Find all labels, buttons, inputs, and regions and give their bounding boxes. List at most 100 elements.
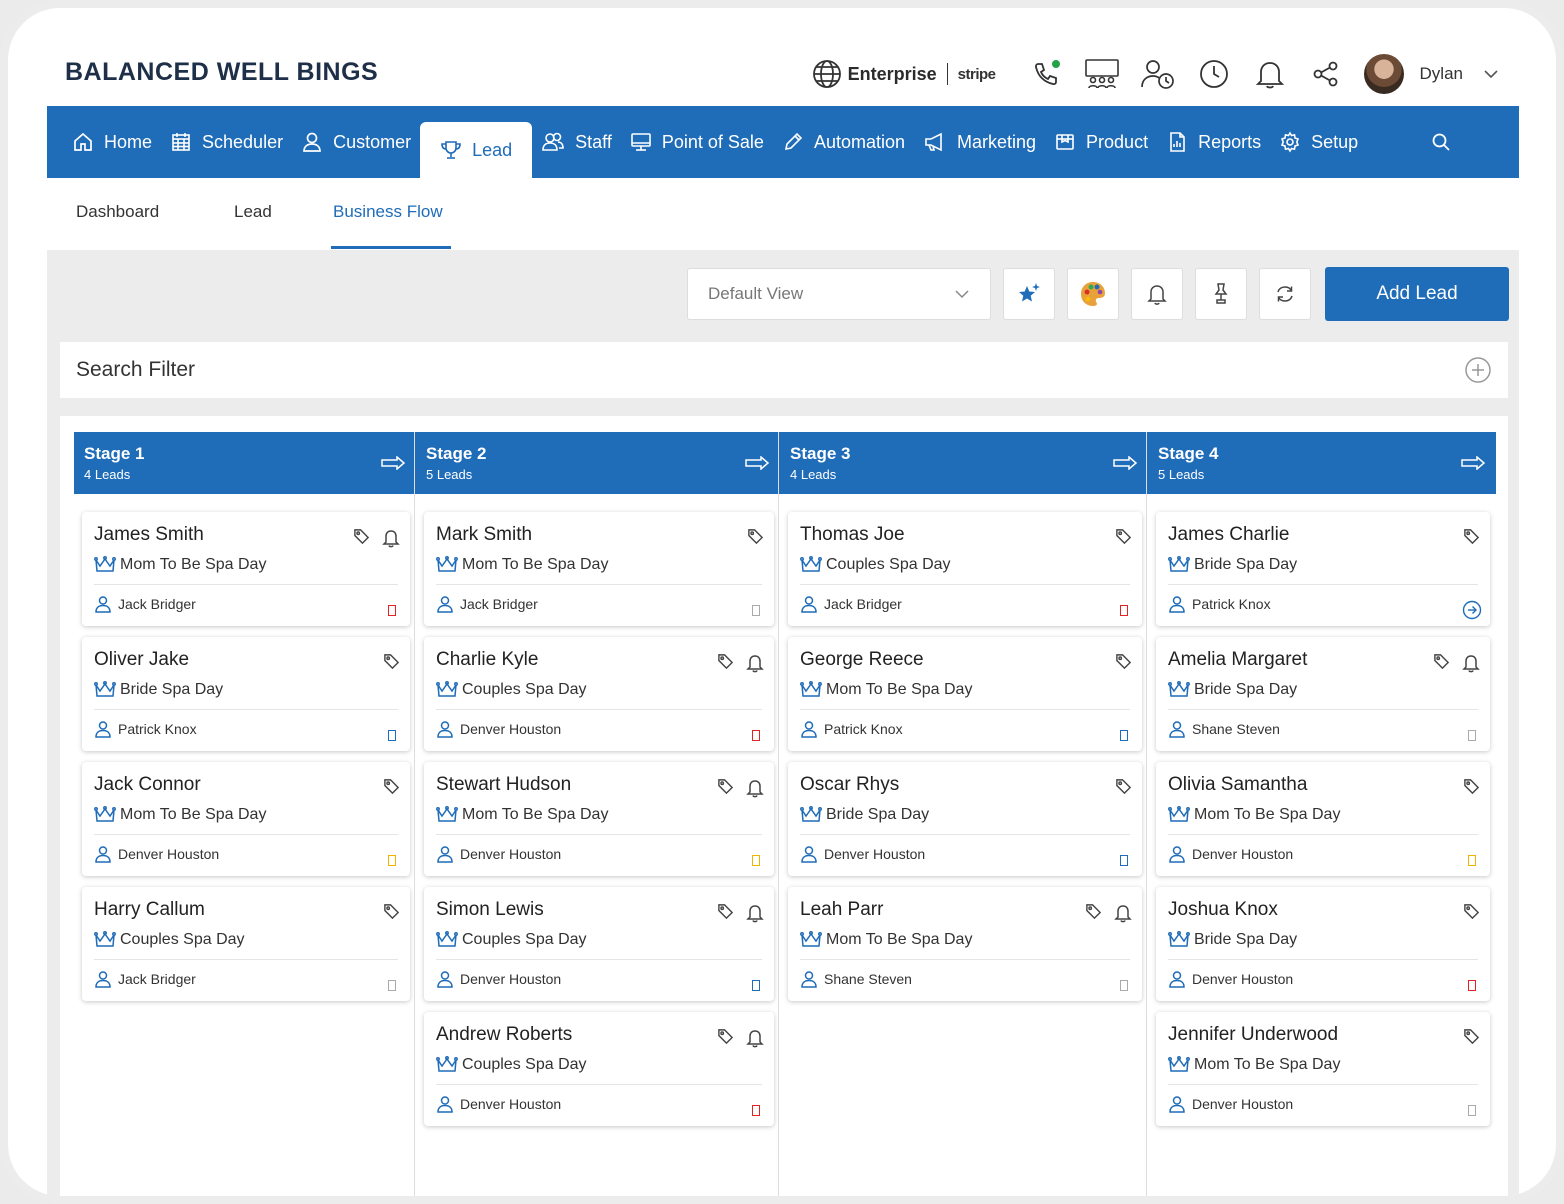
lead-card[interactable]: Olivia Samantha Mom To Be Spa Day Denver… <box>1156 762 1490 876</box>
stage-header[interactable]: Stage 3 4 Leads <box>780 432 1148 494</box>
lead-card[interactable]: James Smith Mom To Be Spa Day Jack Bridg… <box>82 512 410 626</box>
refresh-button[interactable] <box>1259 268 1311 320</box>
reminder-button[interactable] <box>1450 653 1480 678</box>
nav-item-scheduler[interactable]: Scheduler <box>161 114 292 170</box>
nav-search-button[interactable] <box>1421 114 1471 170</box>
avatar[interactable] <box>1363 54 1404 94</box>
tag-button[interactable] <box>341 528 370 553</box>
lead-card[interactable]: James Charlie Bride Spa Day Patrick Knox <box>1156 512 1490 626</box>
stage-header[interactable]: Stage 2 5 Leads <box>416 432 780 494</box>
tag-button[interactable] <box>1103 528 1132 550</box>
lead-card[interactable]: Oliver Jake Bride Spa Day Patrick Knox <box>82 637 410 751</box>
tag-button[interactable] <box>1451 903 1480 925</box>
tab-lead[interactable]: Lead <box>234 202 272 221</box>
priority-flag[interactable] <box>1120 980 1128 991</box>
view-select[interactable]: Default View <box>687 268 991 320</box>
move-stage-arrow-icon[interactable] <box>1112 456 1138 470</box>
tag-button[interactable] <box>1103 653 1132 675</box>
tag-button[interactable] <box>1103 778 1132 800</box>
lead-card[interactable]: Leah Parr Mom To Be Spa Day Shane Steven <box>788 887 1142 1001</box>
reminder-button[interactable] <box>370 528 400 553</box>
tag-button[interactable] <box>371 653 400 675</box>
priority-flag[interactable] <box>1468 1105 1476 1116</box>
tag-button[interactable] <box>1451 528 1480 550</box>
priority-flag[interactable] <box>752 855 760 866</box>
tag-button[interactable] <box>1073 903 1102 928</box>
move-stage-arrow-icon[interactable] <box>744 456 770 470</box>
lead-card[interactable]: Harry Callum Couples Spa Day Jack Bridge… <box>82 887 410 1001</box>
lead-card[interactable]: Jennifer Underwood Mom To Be Spa Day Den… <box>1156 1012 1490 1126</box>
priority-flag[interactable] <box>1120 605 1128 616</box>
move-stage-arrow-icon[interactable] <box>1460 456 1486 470</box>
user-clock-button[interactable] <box>1138 54 1178 94</box>
priority-flag[interactable] <box>388 980 396 991</box>
stage-header[interactable]: Stage 1 4 Leads <box>74 432 416 494</box>
tag-button[interactable] <box>705 778 734 803</box>
theme-palette-button[interactable] <box>1067 268 1119 320</box>
priority-flag[interactable] <box>388 855 396 866</box>
tag-button[interactable] <box>705 1028 734 1053</box>
chevron-down-icon[interactable] <box>1483 69 1499 79</box>
lead-card[interactable]: Joshua Knox Bride Spa Day Denver Houston <box>1156 887 1490 1001</box>
tag-button[interactable] <box>705 903 734 928</box>
tag-button[interactable] <box>705 653 734 678</box>
lead-card[interactable]: Stewart Hudson Mom To Be Spa Day Denver … <box>424 762 774 876</box>
lead-card[interactable]: Thomas Joe Couples Spa Day Jack Bridger <box>788 512 1142 626</box>
nav-item-staff[interactable]: Staff <box>532 114 621 170</box>
reminder-button[interactable] <box>734 653 764 678</box>
lead-card[interactable]: Simon Lewis Couples Spa Day Denver Houst… <box>424 887 774 1001</box>
priority-flag[interactable] <box>752 605 760 616</box>
tag-button[interactable] <box>371 903 400 925</box>
priority-flag[interactable] <box>1468 980 1476 991</box>
priority-flag[interactable] <box>752 980 760 991</box>
reminder-button[interactable] <box>734 903 764 928</box>
move-stage-arrow-icon[interactable] <box>380 456 406 470</box>
priority-flag[interactable] <box>1120 855 1128 866</box>
nav-item-reports[interactable]: Reports <box>1157 114 1270 170</box>
nav-item-customer[interactable]: Customer <box>292 114 420 170</box>
ai-sparkle-button[interactable] <box>1003 268 1055 320</box>
stripe-logo[interactable]: stripe <box>957 65 996 83</box>
tag-button[interactable] <box>371 778 400 800</box>
priority-flag[interactable] <box>1120 730 1128 741</box>
nav-item-point-of-sale[interactable]: Point of Sale <box>621 114 773 170</box>
reminder-button[interactable] <box>1102 903 1132 928</box>
lead-card[interactable]: George Reece Mom To Be Spa Day Patrick K… <box>788 637 1142 751</box>
priority-flag[interactable] <box>388 730 396 741</box>
user-name[interactable]: Dylan <box>1419 64 1463 83</box>
meeting-button[interactable] <box>1082 54 1122 94</box>
tag-button[interactable] <box>735 528 764 550</box>
lead-card[interactable]: Andrew Roberts Couples Spa Day Denver Ho… <box>424 1012 774 1126</box>
lead-card[interactable]: Jack Connor Mom To Be Spa Day Denver Hou… <box>82 762 410 876</box>
reminder-button[interactable] <box>734 778 764 803</box>
tag-button[interactable] <box>1451 778 1480 800</box>
history-button[interactable] <box>1194 54 1234 94</box>
tag-button[interactable] <box>1451 1028 1480 1050</box>
nav-item-home[interactable]: Home <box>63 114 161 170</box>
reminder-button[interactable] <box>734 1028 764 1053</box>
search-filter-bar[interactable]: Search Filter <box>60 342 1508 398</box>
add-circle-icon[interactable] <box>1464 356 1492 384</box>
share-button[interactable] <box>1306 54 1346 94</box>
priority-flag[interactable] <box>752 1105 760 1116</box>
nav-item-marketing[interactable]: Marketing <box>914 114 1045 170</box>
arrow-right-circle-icon[interactable] <box>1462 600 1482 620</box>
tab-business-flow[interactable]: Business Flow <box>333 202 443 221</box>
lead-card[interactable]: Charlie Kyle Couples Spa Day Denver Hous… <box>424 637 774 751</box>
priority-flag[interactable] <box>752 730 760 741</box>
lead-card[interactable]: Mark Smith Mom To Be Spa Day Jack Bridge… <box>424 512 774 626</box>
nav-item-setup[interactable]: Setup <box>1270 114 1367 170</box>
stage-header[interactable]: Stage 4 5 Leads <box>1148 432 1496 494</box>
alerts-button[interactable] <box>1131 268 1183 320</box>
notifications-button[interactable] <box>1250 54 1290 94</box>
nav-item-product[interactable]: Product <box>1045 114 1157 170</box>
lead-card[interactable]: Oscar Rhys Bride Spa Day Denver Houston <box>788 762 1142 876</box>
priority-flag[interactable] <box>1468 730 1476 741</box>
priority-flag[interactable] <box>388 605 396 616</box>
add-lead-button[interactable]: Add Lead <box>1325 267 1509 321</box>
priority-flag[interactable] <box>1468 855 1476 866</box>
lead-card[interactable]: Amelia Margaret Bride Spa Day Shane Stev… <box>1156 637 1490 751</box>
nav-item-lead[interactable]: Lead <box>420 122 533 178</box>
tag-button[interactable] <box>1421 653 1450 678</box>
phone-status-button[interactable] <box>1026 54 1066 94</box>
